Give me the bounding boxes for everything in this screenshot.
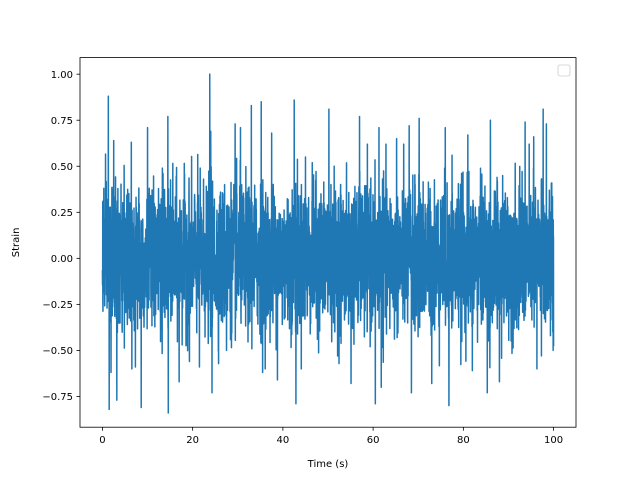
y-tick-label: 0.25	[51, 208, 73, 219]
x-tick-label: 0	[99, 435, 105, 446]
x-axis: 0 20 40 60 80 100	[99, 427, 563, 446]
y-axis: −0.75 −0.50 −0.25 0.00 0.25 0.50 0.75 1.00	[42, 70, 80, 403]
x-tick-label: 60	[367, 435, 380, 446]
x-tick-label: 80	[457, 435, 470, 446]
strain-series-line	[101, 73, 555, 414]
y-tick-label: 0.75	[51, 116, 73, 127]
y-tick-label: −0.75	[42, 392, 73, 403]
y-axis-label: Strain	[11, 228, 22, 258]
y-tick-label: −0.50	[42, 346, 73, 357]
x-tick-label: 20	[186, 435, 199, 446]
plot-frame	[79, 57, 577, 428]
y-tick-label: −0.25	[42, 300, 73, 311]
legend-box	[557, 64, 571, 77]
x-tick-label: 100	[544, 435, 563, 446]
x-tick-label: 40	[277, 435, 290, 446]
y-tick-label: 1.00	[51, 70, 73, 81]
series-layer	[101, 73, 555, 414]
y-tick-label: 0.50	[51, 162, 73, 173]
y-tick-label: 0.00	[51, 254, 73, 265]
x-axis-label: Time (s)	[307, 459, 349, 470]
